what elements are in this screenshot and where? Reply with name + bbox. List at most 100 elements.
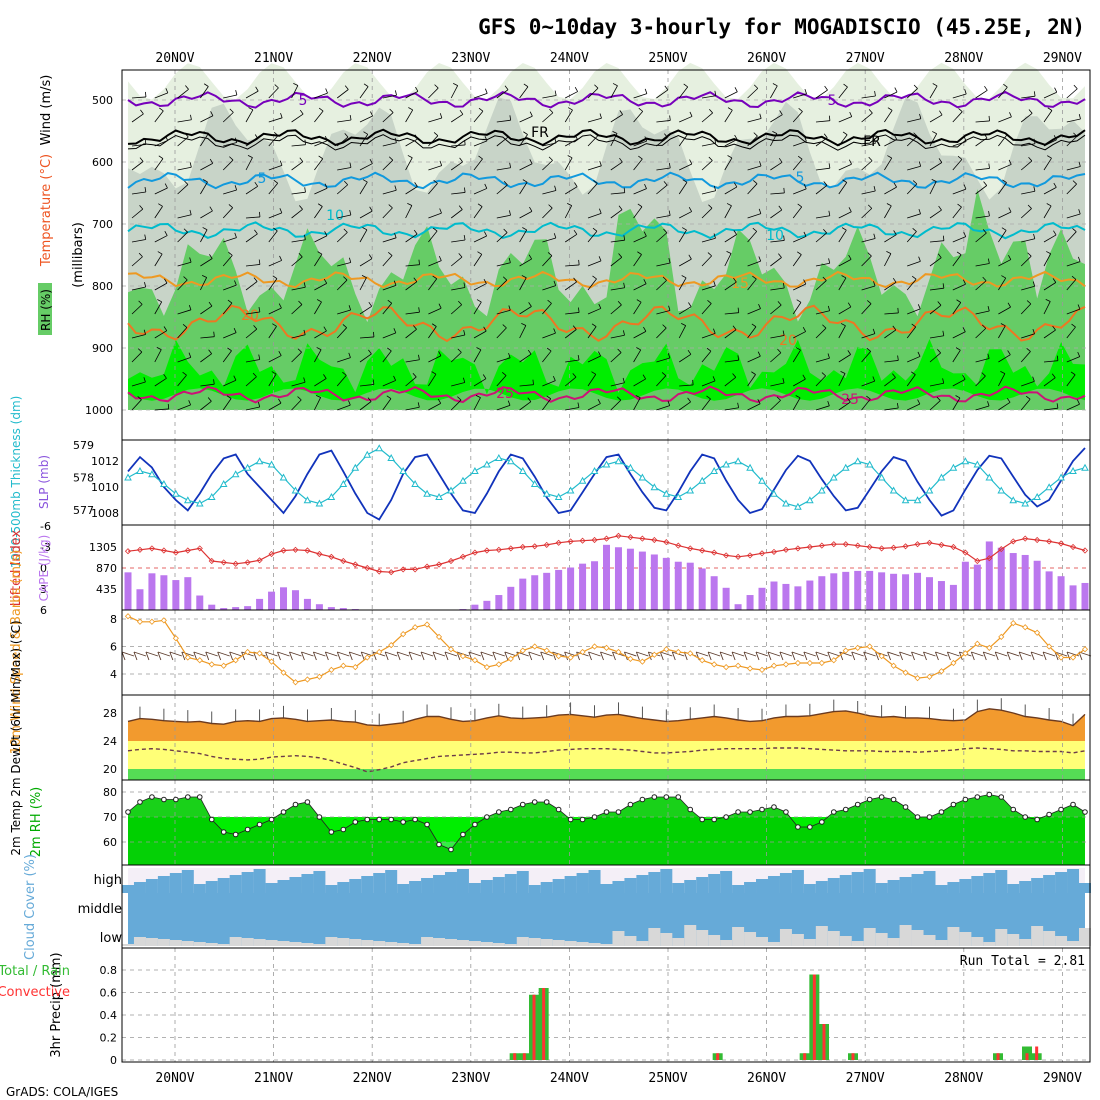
cape-bar (591, 561, 599, 610)
thickness-point (841, 463, 850, 471)
precip-background (122, 948, 1090, 1062)
wind-barb (662, 324, 667, 329)
wind-barb (278, 398, 282, 404)
rh2m-axis-label: 2m RH (%) (29, 787, 44, 858)
rh-point (795, 824, 801, 830)
wind-barb (268, 326, 277, 339)
surface-wind-barb (1018, 651, 1023, 661)
cape-bar (662, 557, 670, 610)
wind-barb (772, 131, 778, 134)
wind-barb (795, 395, 801, 399)
surface-wind-barb (385, 651, 398, 657)
wind-barb (405, 186, 418, 195)
thickness-point (566, 486, 575, 494)
wind-barb (473, 158, 483, 171)
surface-wind-barb (971, 651, 984, 657)
wind-barb (998, 211, 1012, 219)
wind-barb (770, 257, 782, 267)
wind-barb (554, 185, 557, 191)
wind-barb (963, 231, 967, 237)
surface-wind-barb (899, 651, 903, 661)
wind-barb (315, 395, 321, 398)
wind-barb (849, 111, 853, 117)
lifted-index-point (842, 541, 849, 548)
wind-barb (291, 351, 302, 363)
wind-barb (593, 180, 598, 184)
thickness-point (913, 496, 922, 504)
wind-barb (405, 264, 420, 267)
wind-barb (323, 374, 327, 379)
wind-barb (724, 157, 733, 171)
wind-barb (202, 227, 208, 231)
wind-barb (656, 405, 670, 411)
wind-barb (158, 203, 163, 207)
wind-barb (317, 203, 323, 207)
wind-barb (439, 160, 443, 166)
pressure-tick-label: 700 (92, 218, 113, 231)
wind-barb (931, 179, 937, 182)
wind-speed-point (459, 653, 467, 660)
wind-barb (318, 107, 324, 112)
wind-barb (918, 208, 921, 214)
high-cloud-bar (1043, 875, 1056, 893)
low-cloud-bar (349, 939, 362, 946)
thickness-point (423, 489, 431, 497)
wind-barb (861, 95, 876, 99)
wind-barb (758, 256, 762, 262)
wind-barb (316, 347, 322, 351)
wind-barb (957, 203, 962, 208)
wind-barb (200, 353, 212, 363)
surface-wind-barb (181, 651, 186, 661)
wind-barb (884, 205, 892, 219)
high-cloud-bar (1055, 872, 1068, 893)
wind-barb (298, 300, 303, 305)
wind-barb (778, 157, 783, 163)
wind-barb (291, 399, 302, 411)
surface-wind-barb (145, 651, 150, 661)
surface-wind-barb (324, 651, 329, 661)
wind-barb (847, 397, 851, 403)
cape-tick-label: 1305 (89, 541, 117, 554)
wind-barb (929, 335, 944, 339)
wind-barb (884, 407, 899, 411)
wind-barb (751, 323, 757, 328)
wind-barb (638, 155, 643, 160)
thickness-point (160, 479, 168, 487)
high-cloud-bar (480, 880, 493, 893)
low-cloud-bar (373, 941, 386, 946)
wind-barb (451, 239, 466, 243)
wind-barb (956, 251, 962, 256)
surface-wind-barb (1006, 651, 1011, 661)
wind-barb (453, 83, 458, 86)
wind-speed-point (555, 653, 562, 660)
wind-barb (337, 357, 351, 363)
wind-barb (838, 354, 851, 363)
wind-barb (906, 88, 918, 99)
wind-barb (861, 190, 876, 195)
lifted-index-point (244, 559, 251, 566)
wind-barb (1070, 371, 1076, 376)
wind-barb (574, 134, 578, 140)
wind-barb (792, 111, 803, 123)
wind-barb (884, 234, 897, 243)
wind-barb (298, 252, 303, 258)
wind-barb (668, 162, 671, 169)
wind-barb (349, 162, 352, 168)
wind-barb (792, 349, 801, 363)
wind-barb (388, 156, 394, 161)
wind-barb (1026, 300, 1032, 305)
surface-wind-barb (982, 651, 987, 661)
wind-barb (268, 230, 278, 243)
wind-barb (477, 251, 482, 255)
lifted-index-point (567, 538, 574, 545)
wind-barb (633, 188, 647, 195)
thickness-point (949, 463, 958, 471)
wind-barb (701, 190, 716, 195)
wind-barb (529, 159, 533, 164)
high-cloud-bar (385, 870, 398, 893)
wind-barb (1066, 374, 1076, 387)
wind-barb (661, 372, 667, 377)
wind-barb (314, 330, 327, 339)
high-cloud-bar (588, 870, 601, 893)
